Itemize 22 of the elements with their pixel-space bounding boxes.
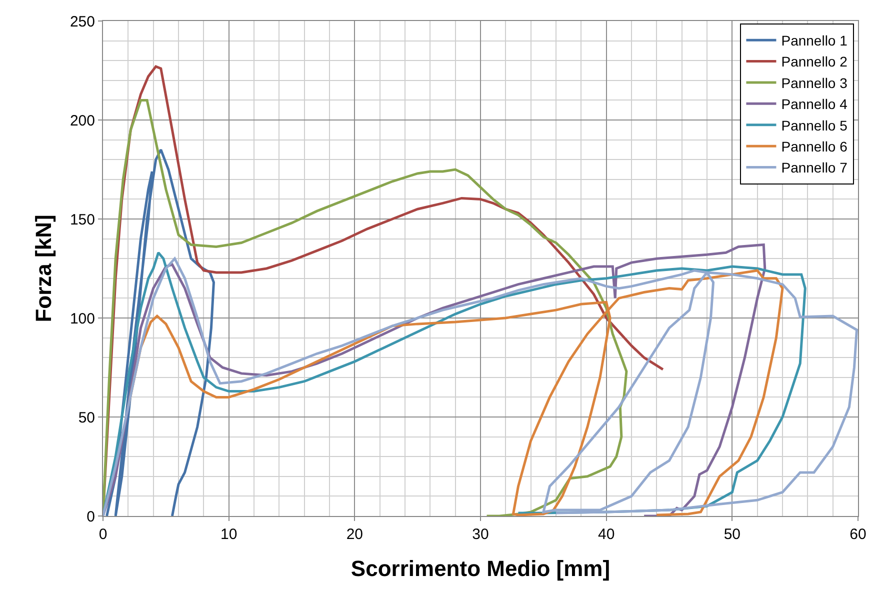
y-tick-label: 100 [70, 310, 95, 328]
x-tick-label: 50 [724, 526, 741, 543]
y-tick-label: 0 [86, 508, 95, 526]
legend-label: Pannello 6 [781, 138, 848, 155]
x-tick-label: 60 [850, 526, 866, 543]
legend-label: Pannello 2 [781, 54, 848, 70]
legend-label: Pannello 1 [781, 32, 848, 49]
x-tick-label: 0 [98, 526, 108, 543]
legend-label: Pannello 4 [781, 96, 848, 112]
y-tick-label: 150 [70, 211, 95, 228]
y-tick-label: 50 [78, 409, 95, 426]
legend-label: Pannello 3 [781, 74, 848, 91]
y-tick-label: 250 [70, 13, 95, 30]
y-tick-label: 200 [70, 112, 95, 130]
y-axis-title: Forza [kN] [30, 214, 56, 322]
x-tick-label: 10 [220, 526, 238, 543]
x-axis-title: Scorrimento Medio [mm] [350, 556, 610, 581]
x-tick-label: 30 [472, 526, 489, 543]
legend-label: Pannello 7 [781, 160, 848, 176]
legend-label: Pannello 5 [781, 117, 848, 134]
x-tick-label: 20 [346, 526, 364, 543]
x-tick-label: 40 [598, 526, 615, 543]
